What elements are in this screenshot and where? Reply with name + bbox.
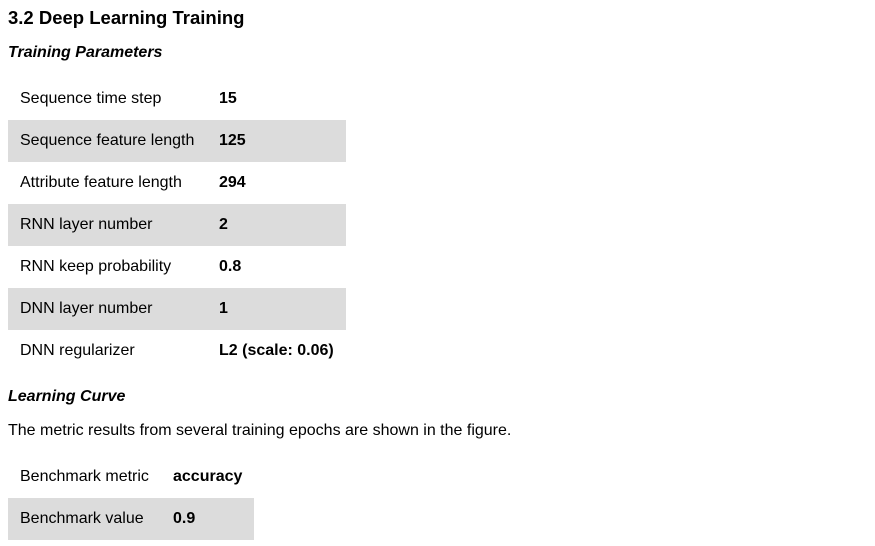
table-row: Sequence time step 15: [8, 78, 346, 120]
table-row: Benchmark metric accuracy: [8, 456, 254, 498]
training-parameters-table: Sequence time step 15 Sequence feature l…: [8, 78, 346, 372]
param-value: 2: [207, 204, 346, 246]
param-label: Attribute feature length: [20, 174, 182, 191]
benchmark-value: accuracy: [173, 468, 243, 485]
param-label: Sequence time step: [20, 90, 162, 107]
param-label: RNN layer number: [8, 204, 207, 246]
param-value: L2 (scale: 0.06): [219, 342, 334, 359]
param-label: DNN regularizer: [20, 342, 135, 359]
benchmark-label: Benchmark value: [8, 498, 161, 540]
benchmark-table: Benchmark metric accuracy Benchmark valu…: [8, 456, 255, 540]
param-value: 294: [219, 174, 246, 191]
param-label: RNN keep probability: [20, 258, 172, 275]
param-value: 15: [219, 90, 237, 107]
section-title: 3.2 Deep Learning Training: [8, 7, 245, 28]
table-row: RNN keep probability 0.8: [8, 246, 346, 288]
param-value: 125: [207, 120, 346, 162]
param-label: Sequence feature length: [8, 120, 207, 162]
benchmark-value: 0.9: [161, 498, 255, 540]
param-label: DNN layer number: [8, 288, 207, 330]
table-row: DNN layer number 1: [8, 288, 346, 330]
learning-curve-description: The metric results from several training…: [8, 422, 512, 439]
table-row: Benchmark value 0.9: [8, 498, 255, 540]
training-parameters-heading: Training Parameters: [8, 44, 163, 61]
learning-curve-heading: Learning Curve: [8, 388, 126, 405]
param-value: 1: [207, 288, 346, 330]
table-row: DNN regularizer L2 (scale: 0.06): [8, 330, 346, 372]
benchmark-label: Benchmark metric: [20, 468, 149, 485]
table-row: RNN layer number 2: [8, 204, 346, 246]
param-value: 0.8: [219, 258, 242, 275]
table-row: Sequence feature length 125: [8, 120, 346, 162]
table-row: Attribute feature length 294: [8, 162, 346, 204]
